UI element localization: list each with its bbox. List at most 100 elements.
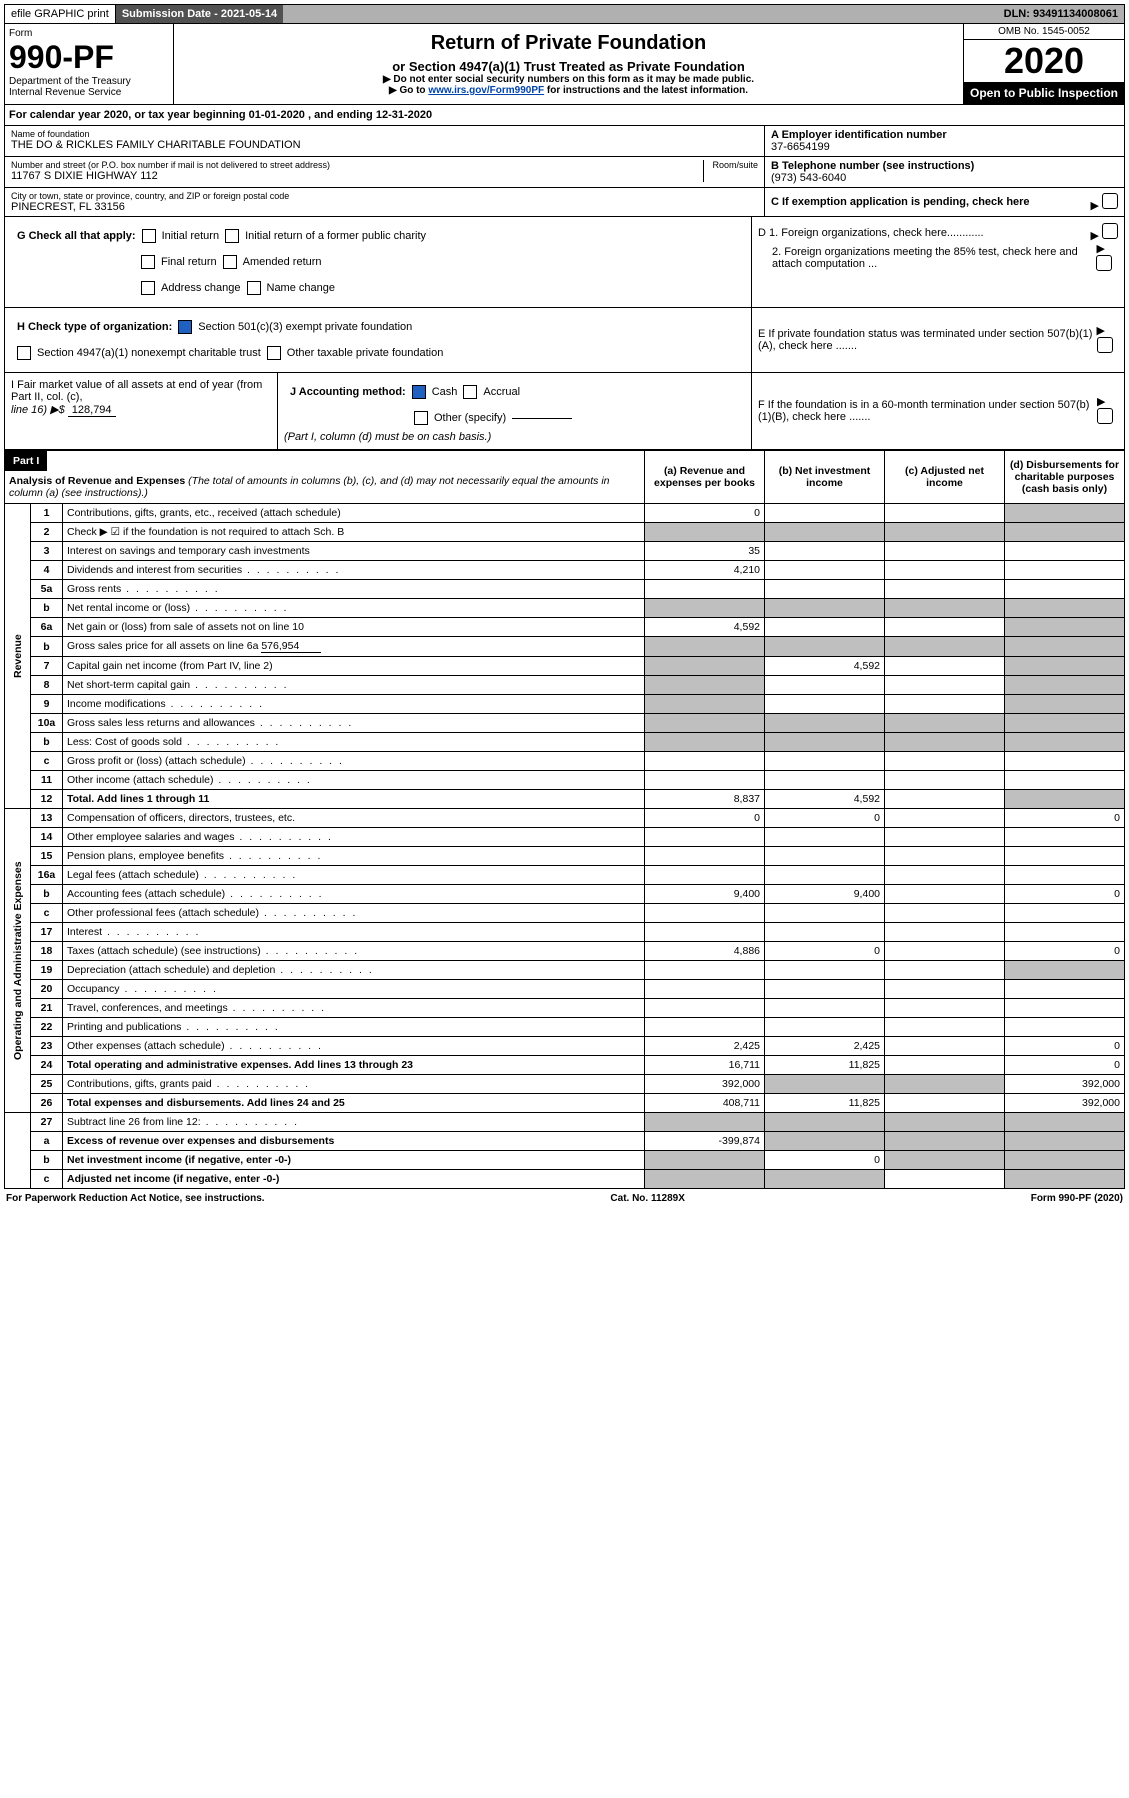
part1-label: Part I [5, 451, 47, 471]
dln: DLN: 93491134008061 [283, 5, 1124, 23]
g-initial-former-checkbox[interactable] [225, 229, 239, 243]
line-description: Net short-term capital gain [63, 676, 645, 695]
cell-d [1005, 561, 1125, 580]
c-checkbox[interactable] [1102, 193, 1118, 209]
line-description: Net investment income (if negative, ente… [63, 1151, 645, 1170]
table-row: aExcess of revenue over expenses and dis… [5, 1132, 1125, 1151]
cell-b [765, 733, 885, 752]
line-number: b [31, 599, 63, 618]
j-accrual-checkbox[interactable] [463, 385, 477, 399]
cell-d [1005, 866, 1125, 885]
line-number: 7 [31, 657, 63, 676]
cell-a: 4,886 [645, 942, 765, 961]
g-address-checkbox[interactable] [141, 281, 155, 295]
cell-d [1005, 923, 1125, 942]
cell-b [765, 542, 885, 561]
line-number: b [31, 637, 63, 657]
j-accrual: Accrual [483, 386, 520, 398]
line-description: Printing and publications [63, 1018, 645, 1037]
cell-a [645, 657, 765, 676]
j-cash: Cash [432, 386, 458, 398]
cell-d [1005, 523, 1125, 542]
h-section: H Check type of organization: Section 50… [5, 308, 752, 372]
cell-d: 0 [1005, 1037, 1125, 1056]
d2-checkbox[interactable] [1096, 255, 1112, 271]
cell-b [765, 561, 885, 580]
f-checkbox[interactable] [1097, 408, 1113, 424]
cell-a [645, 961, 765, 980]
submission-date: Submission Date - 2021-05-14 [116, 5, 283, 23]
line-description: Contributions, gifts, grants paid [63, 1075, 645, 1094]
cell-a [645, 752, 765, 771]
cell-d [1005, 695, 1125, 714]
cell-c [885, 580, 1005, 599]
cell-d: 0 [1005, 809, 1125, 828]
g-amended-checkbox[interactable] [223, 255, 237, 269]
line-number: 18 [31, 942, 63, 961]
col-c-header: (c) Adjusted net income [885, 451, 1005, 504]
line-description: Interest on savings and temporary cash i… [63, 542, 645, 561]
form-title: Return of Private Foundation [186, 32, 951, 55]
g-initial-checkbox[interactable] [142, 229, 156, 243]
cell-c [885, 657, 1005, 676]
form-header: Form 990-PF Department of the Treasury I… [4, 24, 1125, 105]
cal-mid: , and ending [308, 109, 376, 121]
col-a-header: (a) Revenue and expenses per books [645, 451, 765, 504]
g-final-checkbox[interactable] [141, 255, 155, 269]
cell-d [1005, 714, 1125, 733]
line-description: Gross profit or (loss) (attach schedule) [63, 752, 645, 771]
line-description: Accounting fees (attach schedule) [63, 885, 645, 904]
cell-c [885, 714, 1005, 733]
line-description: Subtract line 26 from line 12: [63, 1113, 645, 1132]
h-other-checkbox[interactable] [267, 346, 281, 360]
cell-b: 11,825 [765, 1056, 885, 1075]
line-number: 23 [31, 1037, 63, 1056]
d1-label: D 1. Foreign organizations, check here..… [758, 227, 984, 239]
cell-a [645, 923, 765, 942]
j-cash-checkbox[interactable] [412, 385, 426, 399]
line-description: Total. Add lines 1 through 11 [63, 790, 645, 809]
cell-b [765, 580, 885, 599]
spacer-label [5, 1113, 31, 1189]
table-row: 20Occupancy [5, 980, 1125, 999]
line-description: Compensation of officers, directors, tru… [63, 809, 645, 828]
table-row: 22Printing and publications [5, 1018, 1125, 1037]
j-other-checkbox[interactable] [414, 411, 428, 425]
irs-label: Internal Revenue Service [9, 87, 169, 98]
cell-a: 16,711 [645, 1056, 765, 1075]
header-left: Form 990-PF Department of the Treasury I… [5, 24, 174, 104]
cell-d [1005, 1018, 1125, 1037]
revenue-label: Revenue [5, 504, 31, 809]
phone-cell: B Telephone number (see instructions) (9… [764, 157, 1124, 188]
cell-c [885, 1075, 1005, 1094]
cell-b [765, 1113, 885, 1132]
g-name-checkbox[interactable] [247, 281, 261, 295]
phone-value: (973) 543-6040 [771, 172, 1118, 184]
irs-link[interactable]: www.irs.gov/Form990PF [428, 85, 544, 96]
h-501c3-checkbox[interactable] [178, 320, 192, 334]
cell-b: 4,592 [765, 790, 885, 809]
line-number: 19 [31, 961, 63, 980]
j-other: Other (specify) [434, 412, 506, 424]
g-opt-3: Amended return [243, 256, 322, 268]
cell-b: 0 [765, 809, 885, 828]
line-description: Check ▶ ☑ if the foundation is not requi… [63, 523, 645, 542]
cell-c [885, 504, 1005, 523]
e-checkbox[interactable] [1097, 337, 1113, 353]
cell-c [885, 733, 1005, 752]
calendar-year-row: For calendar year 2020, or tax year begi… [4, 105, 1125, 126]
cell-c [885, 1170, 1005, 1189]
line-description: Excess of revenue over expenses and disb… [63, 1132, 645, 1151]
cell-a [645, 904, 765, 923]
cell-c [885, 866, 1005, 885]
cell-d [1005, 733, 1125, 752]
h-4947-checkbox[interactable] [17, 346, 31, 360]
cell-b [765, 904, 885, 923]
col-b-header: (b) Net investment income [765, 451, 885, 504]
d1-checkbox[interactable] [1102, 223, 1118, 239]
open-inspection: Open to Public Inspection [964, 82, 1124, 104]
table-row: 19Depreciation (attach schedule) and dep… [5, 961, 1125, 980]
cell-b [765, 923, 885, 942]
footer-left: For Paperwork Reduction Act Notice, see … [6, 1193, 265, 1204]
line-description: Income modifications [63, 695, 645, 714]
